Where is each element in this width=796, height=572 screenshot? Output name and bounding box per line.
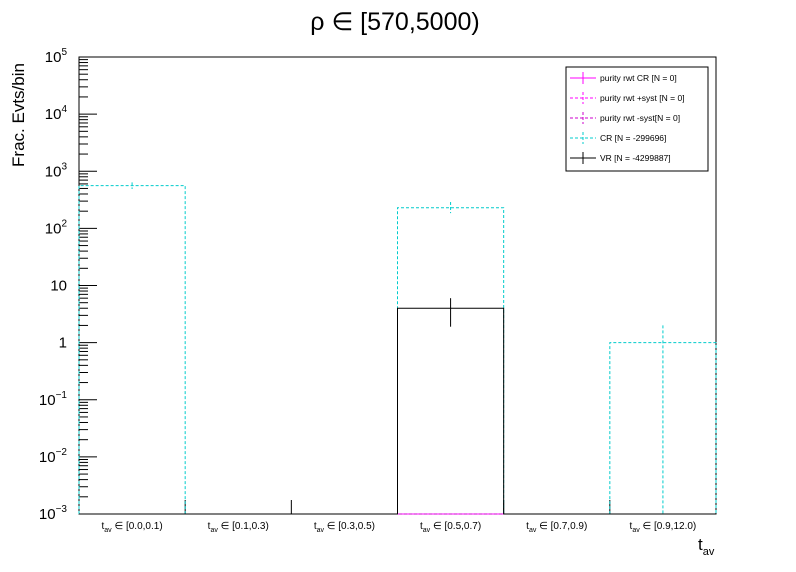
y-tick-label-base: 10: [45, 106, 62, 123]
y-tick-label: 102: [45, 218, 68, 237]
y-tick-label-exp: 2: [61, 218, 67, 229]
x-category-post: ∈ [0.7,0.9): [536, 521, 587, 532]
y-tick-label-base: 1: [59, 335, 67, 352]
histogram-bars: [78, 185, 717, 515]
x-category-post: ∈ [0.1,0.3): [218, 521, 269, 532]
y-tick-label: 10−1: [39, 390, 68, 409]
x-category-sub: av: [317, 527, 325, 534]
y-tick-label-exp: −1: [56, 390, 68, 401]
y-tick-label-base: 10: [39, 449, 56, 466]
error-bars: [131, 182, 664, 514]
x-category-sub: av: [423, 527, 431, 534]
x-category-pre: t: [102, 521, 105, 532]
x-category-pre: t: [526, 521, 529, 532]
y-axis-label: Frac. Evts/bin: [9, 63, 28, 167]
x-category-label: tav ∈ [0.9,12.0): [630, 521, 697, 534]
x-category-sub: av: [210, 527, 218, 534]
histogram-outline-series-3: [78, 185, 717, 515]
x-category-label: tav ∈ [0.7,0.9): [526, 521, 587, 534]
legend-label: purity rwt +syst [N = 0]: [600, 93, 685, 103]
x-category-pre: t: [314, 521, 317, 532]
histogram-outline-series-4: [79, 307, 716, 515]
y-tick-label: 10: [50, 278, 67, 295]
y-tick-label-exp: 4: [61, 104, 67, 115]
x-axis-label-sub: av: [703, 546, 715, 558]
x-category-post: ∈ [0.5,0.7): [430, 521, 481, 532]
x-category-pre: t: [420, 521, 423, 532]
x-category-sub: av: [104, 527, 112, 534]
x-category-post: ∈ [0.9,12.0): [640, 521, 697, 532]
y-tick-label: 104: [45, 104, 68, 123]
y-tick-label-exp: 5: [61, 47, 67, 58]
y-tick-label-base: 10: [50, 278, 67, 295]
x-category-post: ∈ [0.0,0.1): [112, 521, 163, 532]
x-category-label: tav ∈ [0.0,0.1): [102, 521, 163, 534]
y-tick-label-base: 10: [45, 163, 62, 180]
x-axis-label: tav: [698, 535, 715, 558]
y-tick-label-exp: −2: [56, 447, 68, 458]
y-tick-label-base: 10: [39, 392, 56, 409]
legend-label: VR [N = -4299887]: [600, 153, 671, 163]
x-category-pre: t: [630, 521, 633, 532]
y-tick-label: 105: [45, 47, 68, 66]
legend: purity rwt CR [N = 0] purity rwt +syst [N…: [565, 66, 709, 172]
x-category-label: tav ∈ [0.5,0.7): [420, 521, 481, 534]
y-tick-label-exp: 3: [61, 161, 67, 172]
y-tick-label: 10−3: [39, 504, 68, 523]
x-category-pre: t: [208, 521, 211, 532]
x-axis-label-main: t: [698, 535, 703, 554]
chart-title: ρ ∈ [570,5000): [310, 8, 479, 36]
legend-label: CR [N = -299696]: [600, 133, 666, 143]
legend-label: purity rwt -syst[N = 0]: [600, 113, 680, 123]
y-tick-label: 103: [45, 161, 68, 180]
x-category-label: tav ∈ [0.1,0.3): [208, 521, 269, 534]
x-category-post: ∈ [0.3,0.5): [324, 521, 375, 532]
x-category-label: tav ∈ [0.3,0.5): [314, 521, 375, 534]
legend-box: [565, 66, 709, 172]
x-category-sub: av: [632, 527, 640, 534]
y-tick-label-base: 10: [45, 220, 62, 237]
y-tick-label-base: 10: [39, 506, 56, 523]
y-tick-label-base: 10: [45, 49, 62, 66]
y-tick-label-exp: −3: [56, 504, 68, 515]
y-tick-label: 1: [59, 335, 67, 352]
x-category-sub: av: [529, 527, 537, 534]
y-tick-label: 10−2: [39, 447, 68, 466]
legend-label: purity rwt CR [N = 0]: [600, 73, 677, 83]
x-axis-categories: tav ∈ [0.0,0.1) tav ∈ [0.1,0.3) tav ∈ [0.3…: [102, 500, 697, 534]
